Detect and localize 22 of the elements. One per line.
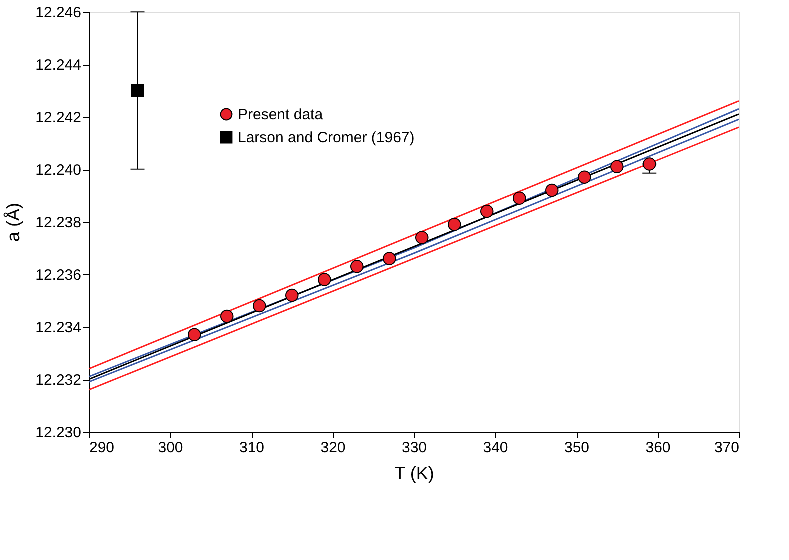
x-tick-label: 320	[320, 440, 346, 456]
x-tick-label: 370	[714, 440, 740, 456]
y-tick-label: 12.240	[36, 162, 82, 179]
y-tick-label: 12.234	[36, 320, 82, 336]
legend-label: Present data	[238, 106, 324, 124]
y-tick-label: 12.238	[36, 214, 82, 232]
x-tick-label: 310	[239, 440, 265, 456]
x-tick-label: 300	[158, 440, 184, 456]
y-tick-label: 12.230	[36, 424, 82, 442]
y-axis-title: a (Å)	[4, 202, 24, 242]
x-tick-label: 330	[402, 440, 428, 456]
y-tick-label: 12.244	[36, 57, 82, 74]
x-tick-label: 360	[646, 440, 671, 456]
y-tick-label: 12.246	[36, 4, 82, 22]
x-tick-label: 290	[90, 440, 115, 456]
y-tick-label: 12.236	[36, 267, 82, 284]
x-tick-label: 350	[564, 440, 590, 456]
legend-label: Larson and Cromer (1967)	[238, 130, 415, 146]
x-tick-label: 340	[483, 440, 508, 456]
y-tick-label: 12.232	[36, 372, 82, 389]
y-tick-label: 12.242	[36, 110, 82, 126]
x-axis-title: T (K)	[394, 464, 434, 484]
